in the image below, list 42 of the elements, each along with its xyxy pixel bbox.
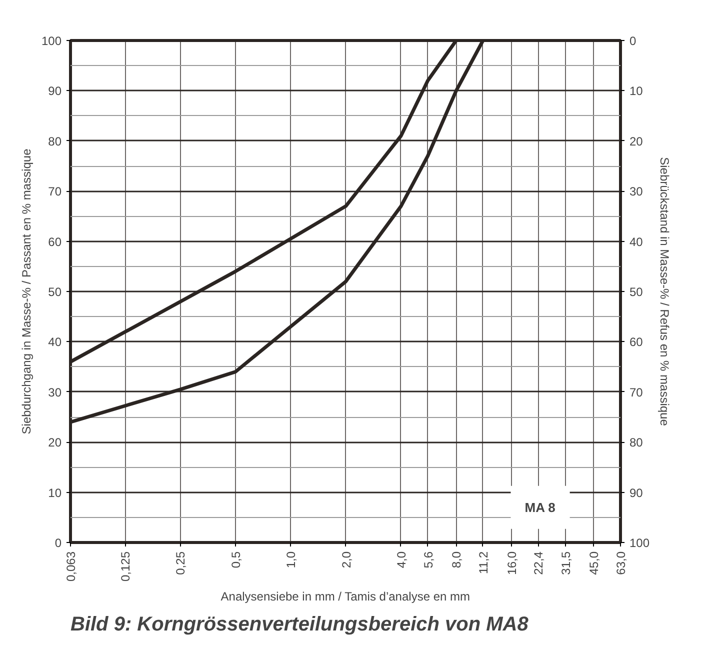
y-tick-label: 0 bbox=[54, 536, 62, 550]
x-tick-label: 0,5 bbox=[228, 551, 243, 568]
y-tick-label: 90 bbox=[48, 84, 62, 98]
y2-tick-label: 0 bbox=[630, 34, 636, 48]
x-tick-label: 1,0 bbox=[284, 551, 298, 568]
x-tick-label: 11,2 bbox=[476, 551, 490, 574]
y2-tick-label: 50 bbox=[630, 285, 644, 299]
y-axis-title: Siebdurchgang in Masse-% / Passant en % massique bbox=[19, 148, 34, 434]
y2-tick-label: 60 bbox=[630, 335, 644, 350]
y-tick-label: 40 bbox=[48, 335, 62, 350]
x-tick-label: 22,4 bbox=[532, 551, 546, 575]
y2-tick-label: 70 bbox=[630, 385, 644, 400]
y-tick-label: 50 bbox=[48, 285, 62, 299]
y2-tick-label: 90 bbox=[630, 486, 644, 500]
x-tick-label: 8,0 bbox=[450, 551, 464, 568]
y-tick-label: 100 bbox=[41, 34, 62, 48]
y2-tick-label: 20 bbox=[630, 134, 644, 148]
y-tick-label: 20 bbox=[48, 436, 62, 450]
x-tick-label: 4,0 bbox=[394, 551, 408, 568]
y2-tick-label: 10 bbox=[630, 84, 644, 98]
y-tick-label: 70 bbox=[48, 184, 62, 199]
y2-tick-label: 30 bbox=[630, 184, 644, 199]
y2-tick-label: 80 bbox=[630, 436, 644, 450]
y-tick-label: 10 bbox=[48, 486, 62, 500]
x-tick-label: 0,063 bbox=[64, 551, 78, 582]
x-tick-label: 31,5 bbox=[558, 551, 573, 575]
x-tick-label: 0,125 bbox=[118, 551, 133, 582]
x-tick-label: 45,0 bbox=[587, 551, 602, 575]
annotation: MA 8 bbox=[524, 500, 556, 515]
x-tick-label: 16,0 bbox=[504, 551, 519, 575]
x-tick-label: 2,0 bbox=[339, 551, 354, 568]
y2-axis-title: Siebrückstand in Masse-% / Refus en % massique bbox=[658, 157, 672, 426]
y-tick-label: 60 bbox=[48, 234, 62, 249]
x-axis-title: Analysensiebe in mm / Tamis d’analyse en mm bbox=[220, 590, 470, 604]
y2-tick-label: 100 bbox=[630, 536, 650, 550]
x-tick-label: 5,6 bbox=[421, 551, 436, 568]
y2-tick-label: 40 bbox=[630, 234, 644, 249]
y-tick-label: 30 bbox=[48, 385, 62, 400]
y-tick-label: 80 bbox=[48, 134, 62, 148]
x-tick-label: 0,25 bbox=[174, 551, 188, 575]
text: Bild 9: Korngrössenverteilungsbereich von MA8 bbox=[70, 614, 530, 636]
x-tick-label: 63,0 bbox=[614, 551, 628, 575]
